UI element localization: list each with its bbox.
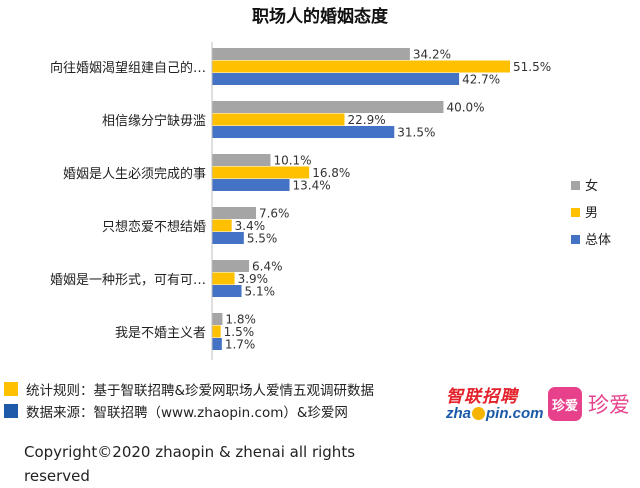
note-rule-text: 统计规则：基于智联招聘&珍爱网职场人爱情五观调研数据 [26, 383, 375, 399]
bar-男 [212, 60, 510, 73]
zhenai-logo: 珍爱 珍爱 [548, 386, 638, 422]
legend-label: 总体 [585, 233, 611, 248]
bar-女 [212, 101, 444, 113]
legend-swatch [571, 208, 580, 217]
data-label: 40.0% [446, 101, 484, 115]
bar-总体 [212, 338, 222, 350]
chart-figure: 职场人的婚姻态度 向往婚姻渴望组建自己的… 相信缘分宁缺毋滥婚姻是人生必须完成的事… [50, 6, 611, 360]
bar-总体 [212, 285, 242, 297]
data-label: 5.5% [247, 232, 278, 246]
bar-总体 [212, 179, 290, 191]
bar-总体 [212, 126, 395, 138]
bar-男 [212, 272, 235, 285]
data-label: 3.9% [238, 272, 269, 286]
data-label: 1.5% [224, 325, 255, 339]
data-label: 3.4% [235, 219, 265, 233]
bar-总体 [212, 232, 244, 244]
data-label: 42.7% [462, 73, 500, 87]
category-label: 婚姻是一种形式，可有可… [50, 273, 206, 288]
zhilian-ball-icon [472, 407, 486, 420]
category-label: 我是不婚主义者 [115, 326, 206, 341]
zhilian-logo: 智联招聘 zha pin.com [446, 388, 546, 428]
chart-title: 职场人的婚姻态度 [252, 6, 389, 27]
note-marker-blue [4, 404, 18, 418]
bar-女 [212, 48, 410, 60]
data-label: 51.5% [513, 60, 551, 74]
legend-label: 男 [585, 206, 598, 221]
bar-女 [212, 154, 271, 166]
bar-marks [212, 48, 510, 350]
data-label: 6.4% [252, 260, 283, 274]
data-label: 5.1% [245, 285, 276, 299]
data-label: 16.8% [312, 166, 350, 180]
bar-女 [212, 260, 250, 272]
bar-男 [212, 113, 345, 126]
note-source-text: 数据来源：智联招聘（www.zhaopin.com）&珍爱网 [26, 405, 348, 421]
note-marker-yellow [4, 382, 18, 396]
data-labels: 34.2% 51.5% 42.7% 40.0% 22.9% 31.5% 10.1%16.8%… [224, 48, 551, 352]
data-label: 1.8% [225, 313, 256, 327]
bar-女 [212, 207, 256, 219]
zhenai-logo-text: 珍爱 [588, 393, 630, 417]
category-label: 婚姻是人生必须完成的事 [63, 166, 206, 182]
data-label: 31.5% [397, 126, 435, 140]
data-label: 34.2% [413, 48, 451, 62]
bar-男 [212, 219, 232, 232]
data-label: 22.9% [348, 113, 386, 127]
note-rule: 统计规则：基于智联招聘&珍爱网职场人爱情五观调研数据 [4, 378, 444, 400]
zhenai-badge-icon: 珍爱 [548, 387, 582, 421]
data-label: 13.4% [293, 179, 331, 193]
category-labels: 向往婚姻渴望组建自己的… 相信缘分宁缺毋滥婚姻是人生必须完成的事只想恋爱不想结婚婚… [50, 60, 206, 341]
bar-女 [212, 313, 223, 325]
data-label: 1.7% [225, 338, 256, 352]
copyright-text: Copyright©2020 zhaopin & zhenai all righ… [24, 443, 356, 485]
category-label: 相信缘分宁缺毋滥 [102, 113, 206, 129]
note-source: 数据来源：智联招聘（www.zhaopin.com）&珍爱网 [4, 400, 444, 422]
data-label: 7.6% [259, 207, 290, 221]
legend-swatch [571, 181, 580, 190]
category-label: 只想恋爱不想结婚 [102, 219, 206, 235]
zhilian-logo-en-a: zha [446, 405, 472, 422]
data-label: 10.1% [273, 154, 311, 168]
bar-男 [212, 325, 221, 338]
zhilian-logo-cn: 智联招聘 [446, 387, 518, 407]
legend-label: 女 [585, 178, 598, 194]
zhilian-logo-en: zha pin.com [446, 406, 546, 422]
legend-swatch [571, 235, 580, 244]
zhilian-logo-en-b: pin.com [486, 405, 544, 422]
category-label: 向往婚姻渴望组建自己的… [50, 60, 206, 76]
bar-男 [212, 166, 310, 179]
chart-notes: 统计规则：基于智联招聘&珍爱网职场人爱情五观调研数据 数据来源：智联招聘（www… [4, 378, 444, 422]
bar-总体 [212, 73, 460, 85]
